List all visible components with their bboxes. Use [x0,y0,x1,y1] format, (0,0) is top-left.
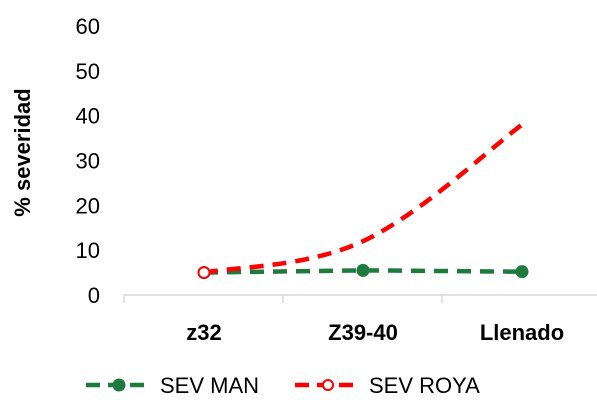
y-tick-label: 60 [76,14,100,39]
y-tick-label: 20 [76,193,100,218]
series-point [199,267,210,278]
series-point [516,265,529,278]
series-line-1 [204,125,522,273]
y-tick-label: 50 [76,59,100,84]
legend-marker [113,379,126,392]
legend: SEV MAN SEV ROYA [86,373,480,398]
legend-marker [323,380,333,390]
y-tick-label: 0 [88,283,100,308]
series-point [357,264,370,277]
legend-label: SEV ROYA [369,373,480,398]
y-tick-label: 30 [76,149,100,174]
y-tick-label: 10 [76,238,100,263]
x-category-label: z32 [186,320,221,345]
series-layer [198,125,529,279]
x-category-label: Z39-40 [328,320,398,345]
x-category-label: Llenado [480,320,564,345]
y-axis-title: % severidad [10,88,35,216]
axes-layer [124,295,597,303]
legend-label: SEV MAN [160,373,259,398]
y-tick-label: 40 [76,104,100,129]
